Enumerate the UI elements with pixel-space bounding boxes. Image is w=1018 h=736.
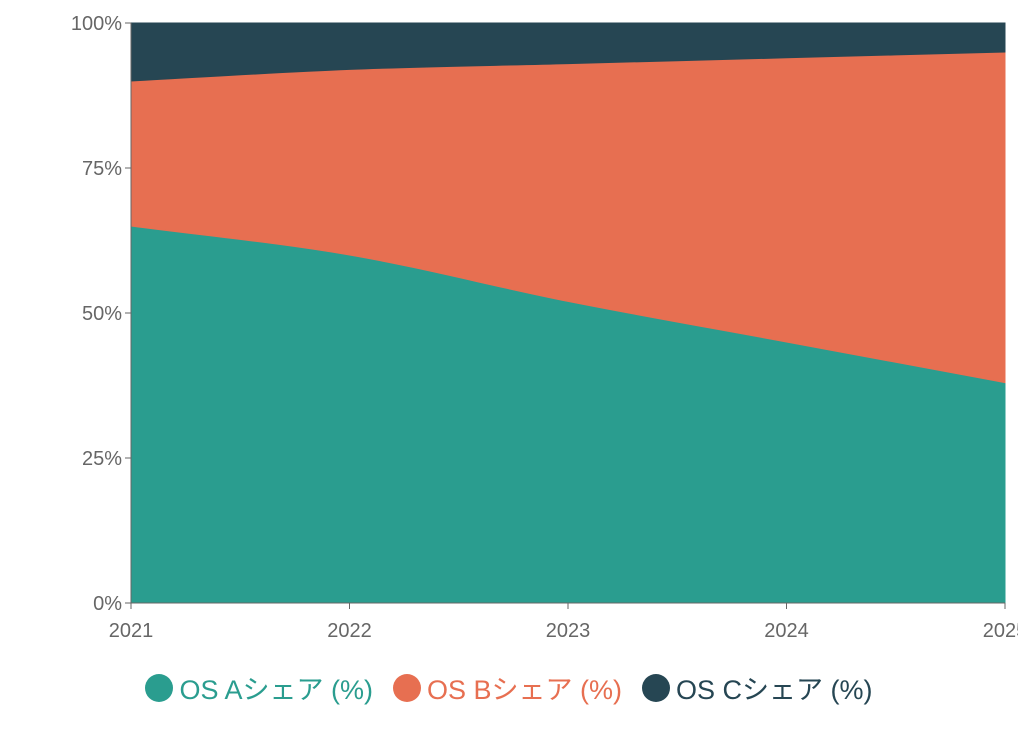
x-tick-label: 2024 (764, 620, 809, 642)
y-tick-label: 50% (82, 303, 122, 325)
y-tick-label: 25% (82, 448, 122, 470)
legend-label: OS Aシェア (%) (179, 675, 373, 705)
y-tick-label: 0% (93, 593, 122, 615)
y-tick-label: 75% (82, 158, 122, 180)
legend-dot-icon (393, 673, 421, 702)
legend-dot-icon (642, 673, 671, 702)
y-tick-label: 100% (71, 13, 122, 35)
x-tick-label: 2025 (983, 620, 1018, 642)
legend-dot-icon (145, 673, 174, 702)
legend-item[interactable]: OS Cシェア (%) (642, 668, 873, 707)
x-tick-label: 2021 (109, 620, 154, 642)
area-series-3 (130, 22, 1006, 82)
legend: OS Aシェア (%) OS Bシェア (%) OS Cシェア (%) (0, 668, 1018, 707)
x-tick-label: 2023 (546, 620, 591, 642)
legend-item[interactable]: OS Aシェア (%) (145, 668, 373, 707)
x-tick-label: 2022 (327, 620, 372, 642)
legend-item[interactable]: OS Bシェア (%) (393, 668, 622, 707)
legend-label: OS Bシェア (%) (427, 675, 623, 705)
legend-label: OS Cシェア (%) (676, 675, 873, 705)
